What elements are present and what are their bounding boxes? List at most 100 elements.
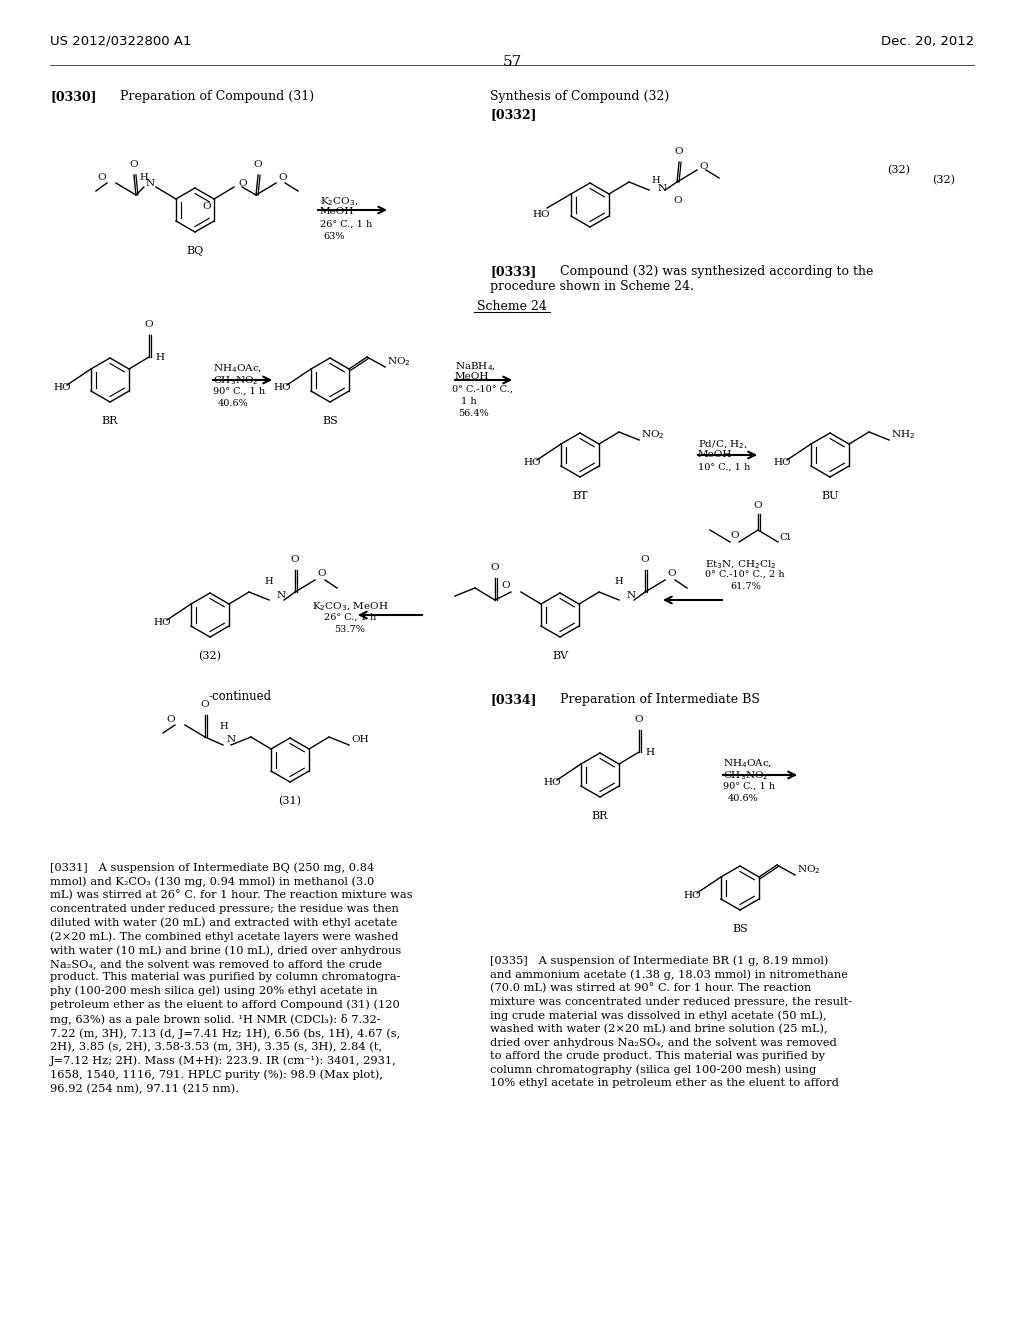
Text: HO: HO xyxy=(532,210,550,219)
Text: 56.4%: 56.4% xyxy=(458,409,488,418)
Text: Cl: Cl xyxy=(779,533,791,543)
Text: BR: BR xyxy=(592,810,608,821)
Text: H: H xyxy=(219,722,228,731)
Text: (32): (32) xyxy=(199,651,221,661)
Text: MeOH: MeOH xyxy=(319,207,354,216)
Text: -continued: -continued xyxy=(209,690,271,704)
Text: O: O xyxy=(130,160,138,169)
Text: HO: HO xyxy=(273,383,291,392)
Text: BT: BT xyxy=(572,491,588,502)
Text: BS: BS xyxy=(732,924,748,935)
Text: K$_2$CO$_3$,: K$_2$CO$_3$, xyxy=(319,195,358,207)
Text: N: N xyxy=(626,590,635,599)
Text: Et$_3$N, CH$_2$Cl$_2$: Et$_3$N, CH$_2$Cl$_2$ xyxy=(705,558,776,570)
Text: H: H xyxy=(645,748,654,756)
Text: BV: BV xyxy=(552,651,568,661)
Text: [0332]: [0332] xyxy=(490,108,537,121)
Text: O: O xyxy=(291,554,299,564)
Text: O: O xyxy=(754,502,762,510)
Text: CH$_3$NO$_2$: CH$_3$NO$_2$ xyxy=(723,770,769,781)
Text: O: O xyxy=(144,319,154,329)
Text: Pd/C, H$_2$,: Pd/C, H$_2$, xyxy=(698,438,748,450)
Text: HO: HO xyxy=(53,383,71,392)
Text: 90° C., 1 h: 90° C., 1 h xyxy=(213,387,265,396)
Text: O: O xyxy=(675,147,683,156)
Text: NO$_2$: NO$_2$ xyxy=(387,355,411,368)
Text: H: H xyxy=(651,176,659,185)
Text: O: O xyxy=(254,160,262,169)
Text: [0335]   A suspension of Intermediate BR (1 g, 8.19 mmol)
and ammonium acetate (: [0335] A suspension of Intermediate BR (… xyxy=(490,954,852,1088)
Text: Preparation of Compound (31): Preparation of Compound (31) xyxy=(120,90,314,103)
Text: O: O xyxy=(730,532,738,540)
Text: O: O xyxy=(166,714,175,723)
Text: 0° C.-10° C.,: 0° C.-10° C., xyxy=(452,385,513,393)
Text: 57: 57 xyxy=(503,55,521,69)
Text: N: N xyxy=(145,180,155,187)
Text: O: O xyxy=(667,569,676,578)
Text: 26° C., 1 h: 26° C., 1 h xyxy=(319,220,373,228)
Text: Preparation of Intermediate BS: Preparation of Intermediate BS xyxy=(560,693,760,706)
Text: NaBH$_4$,: NaBH$_4$, xyxy=(455,360,497,372)
Text: 61.7%: 61.7% xyxy=(730,582,761,591)
Text: MeOH: MeOH xyxy=(698,450,732,459)
Text: MeOH: MeOH xyxy=(455,372,489,381)
Text: 53.7%: 53.7% xyxy=(335,624,366,634)
Text: O: O xyxy=(279,173,287,181)
Text: H: H xyxy=(155,352,164,362)
Text: NH$_4$OAc,: NH$_4$OAc, xyxy=(723,756,772,770)
Text: 26° C., 1 h: 26° C., 1 h xyxy=(324,612,376,622)
Text: N: N xyxy=(657,183,667,193)
Text: 63%: 63% xyxy=(323,232,344,242)
Text: H: H xyxy=(265,577,273,586)
Text: [0330]: [0330] xyxy=(50,90,96,103)
Text: BS: BS xyxy=(323,416,338,426)
Text: 1 h: 1 h xyxy=(461,397,476,407)
Text: NH$_2$: NH$_2$ xyxy=(891,429,915,441)
Text: O: O xyxy=(502,582,510,590)
Text: (32): (32) xyxy=(887,165,910,176)
Text: [0334]: [0334] xyxy=(490,693,537,706)
Text: O: O xyxy=(317,569,326,578)
Text: Dec. 20, 2012: Dec. 20, 2012 xyxy=(881,36,974,48)
Text: H: H xyxy=(614,577,624,586)
Text: O: O xyxy=(641,554,649,564)
Text: O: O xyxy=(203,202,211,211)
Text: N: N xyxy=(276,590,285,599)
Text: (31): (31) xyxy=(279,796,301,807)
Text: BU: BU xyxy=(821,491,839,502)
Text: (32): (32) xyxy=(932,176,955,185)
Text: NO$_2$: NO$_2$ xyxy=(641,429,665,441)
Text: K$_2$CO$_3$, MeOH: K$_2$CO$_3$, MeOH xyxy=(311,601,388,612)
Text: O: O xyxy=(201,700,209,709)
Text: 40.6%: 40.6% xyxy=(728,795,759,803)
Text: CH$_3$NO$_2$: CH$_3$NO$_2$ xyxy=(213,374,258,387)
Text: NO$_2$: NO$_2$ xyxy=(797,863,820,876)
Text: 90° C., 1 h: 90° C., 1 h xyxy=(723,781,775,791)
Text: H: H xyxy=(139,173,148,182)
Text: HO: HO xyxy=(773,458,791,467)
Text: Compound (32) was synthesized according to the: Compound (32) was synthesized according … xyxy=(560,265,873,279)
Text: HO: HO xyxy=(543,777,560,787)
Text: BQ: BQ xyxy=(186,246,204,256)
Text: HO: HO xyxy=(523,458,541,467)
Text: OH: OH xyxy=(351,735,369,744)
Text: BR: BR xyxy=(101,416,118,426)
Text: 40.6%: 40.6% xyxy=(218,399,249,408)
Text: procedure shown in Scheme 24.: procedure shown in Scheme 24. xyxy=(490,280,694,293)
Text: [0331]   A suspension of Intermediate BQ (250 mg, 0.84
mmol) and K₂CO₃ (130 mg, : [0331] A suspension of Intermediate BQ (… xyxy=(50,862,413,1094)
Text: O: O xyxy=(699,162,708,172)
Text: NH$_4$OAc,: NH$_4$OAc, xyxy=(213,362,262,375)
Text: HO: HO xyxy=(683,891,700,900)
Text: O: O xyxy=(97,173,105,181)
Text: Scheme 24: Scheme 24 xyxy=(477,300,547,313)
Text: N: N xyxy=(226,735,236,744)
Text: O: O xyxy=(674,195,682,205)
Text: O: O xyxy=(635,715,643,723)
Text: [0333]: [0333] xyxy=(490,265,537,279)
Text: US 2012/0322800 A1: US 2012/0322800 A1 xyxy=(50,36,191,48)
Text: 10° C., 1 h: 10° C., 1 h xyxy=(698,463,751,473)
Text: HO: HO xyxy=(153,618,171,627)
Text: Synthesis of Compound (32): Synthesis of Compound (32) xyxy=(490,90,670,103)
Text: O: O xyxy=(490,564,500,572)
Text: O: O xyxy=(238,180,247,187)
